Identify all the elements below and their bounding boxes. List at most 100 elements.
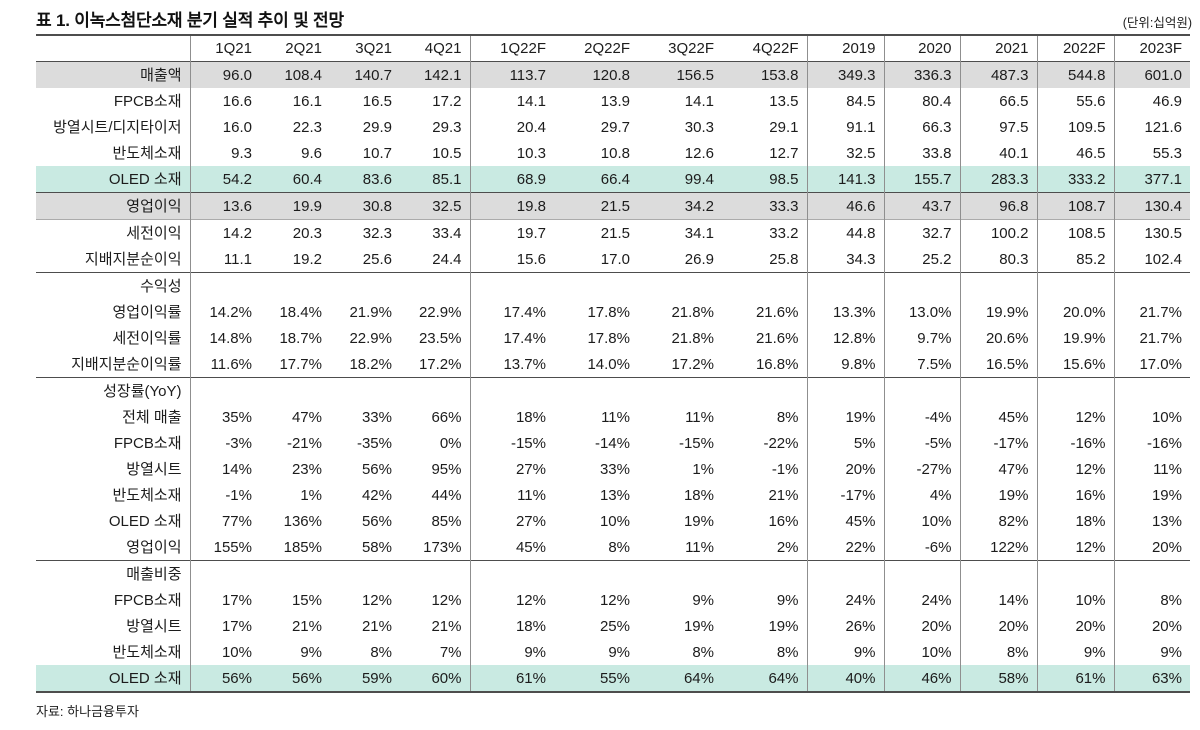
cell: 15.6% — [1037, 351, 1115, 378]
cell: 55.3 — [1152, 144, 1182, 162]
cell: 47% — [960, 456, 1038, 482]
cell: 11.6% — [210, 355, 252, 373]
cell: 21.8% — [671, 303, 714, 321]
cell: 27% — [515, 512, 546, 530]
cell: 19.9% — [960, 299, 1038, 325]
cell: 19% — [683, 512, 714, 530]
cell: 33% — [361, 408, 392, 426]
cell: 85% — [400, 508, 471, 534]
cell: 9% — [722, 587, 808, 613]
cell: 43.7 — [884, 192, 961, 220]
cell: 13% — [599, 486, 630, 504]
header-row: 1Q21 2Q21 3Q21 4Q21 1Q22F 2Q22F 3Q22F 4Q22F 2019… — [36, 35, 1190, 62]
cell: 97.5 — [960, 114, 1038, 140]
cell — [554, 561, 638, 588]
cell: 21.8% — [671, 329, 714, 347]
cell: 0% — [400, 430, 471, 456]
cell: 21.9% — [349, 303, 392, 321]
cell: 56% — [190, 665, 260, 692]
cell: 64% — [722, 665, 808, 692]
row-label: OLED 소재 — [36, 508, 191, 534]
cell: 96.8 — [960, 192, 1038, 220]
cell: 13% — [1151, 512, 1182, 530]
cell: 17.4% — [503, 303, 546, 321]
cell: 140.7 — [330, 61, 400, 88]
cell: 19.7 — [516, 224, 546, 242]
cell: 24% — [807, 587, 885, 613]
cell: 153.8 — [722, 61, 808, 88]
row-label: FPCB소재 — [36, 430, 191, 456]
cell: 45% — [960, 404, 1038, 430]
cell: 66% — [400, 404, 471, 430]
cell: -15% — [510, 434, 546, 452]
cell: 283.3 — [960, 166, 1038, 193]
cell: 99.4 — [638, 166, 722, 193]
cell: 19% — [807, 404, 885, 430]
cell: 11% — [601, 408, 630, 426]
cell: 29.1 — [722, 114, 808, 140]
cell: 68.9 — [470, 166, 554, 193]
cell — [190, 273, 260, 300]
table-row: OLED 소재 56% 56% 59% 60% 61% 55% 64% 64% 40% 46% 58%… — [36, 665, 1190, 692]
cell: 66.3 — [884, 114, 961, 140]
cell: 60% — [400, 665, 471, 692]
cell — [190, 561, 260, 588]
table-row: 방열시트 17% 21% 21% 21% 18% 25% 19% 19% 26% 20% 20% 20%… — [36, 613, 1190, 639]
cell: 12.8% — [807, 325, 885, 351]
row-label: 매출비중 — [36, 560, 191, 587]
titlebar: 표 1. 이녹스첨단소재 분기 실적 추이 및 전망 (단위:십억원) — [36, 6, 1192, 31]
cell: 10.5 — [400, 140, 471, 166]
row-label: 성장률(YoY) — [36, 377, 191, 404]
cell: 10% — [884, 508, 961, 534]
cell: 336.3 — [884, 61, 961, 88]
cell: 16.6 — [222, 92, 252, 110]
cell: 84.5 — [807, 88, 885, 114]
cell: 47% — [291, 408, 322, 426]
table-row: 세전이익 14.2 20.3 32.3 33.4 19.7 21.5 34.1 33.2 44.8… — [36, 219, 1190, 246]
corner-cell — [36, 35, 191, 62]
cell: 21.7% — [1139, 329, 1182, 347]
cell: 21% — [400, 613, 471, 639]
cell: 8% — [960, 639, 1038, 665]
row-label: OLED 소재 — [36, 166, 191, 193]
cell: 96.0 — [190, 61, 260, 88]
cell: 122% — [960, 534, 1038, 561]
col-header: 2021 — [960, 35, 1038, 62]
cell: 18% — [515, 617, 546, 635]
cell: 13.9 — [600, 92, 630, 110]
cell: 11.1 — [223, 250, 252, 268]
cell: 11% — [517, 486, 546, 504]
cell: 17.2% — [671, 355, 714, 373]
cell: 55.6 — [1037, 88, 1115, 114]
cell: 120.8 — [554, 61, 638, 88]
cell — [1114, 561, 1190, 588]
cell: 109.5 — [1037, 114, 1115, 140]
cell: 61% — [1037, 665, 1115, 692]
cell: 185% — [283, 538, 322, 556]
cell: 17.0 — [600, 250, 630, 268]
cell: 12% — [1037, 534, 1115, 561]
cell — [960, 272, 1038, 299]
col-header: 3Q21 — [355, 40, 392, 57]
cell: 20% — [884, 613, 961, 639]
cell: 18% — [683, 486, 714, 504]
cell: -27% — [884, 456, 961, 482]
table-row: OLED 소재 54.2 60.4 83.6 85.1 68.9 66.4 99.4 98.5 1… — [36, 166, 1190, 193]
cell: 14% — [960, 587, 1038, 613]
cell: 13.3% — [807, 299, 885, 325]
cell: 22.3 — [292, 118, 322, 136]
cell: 32.3 — [362, 224, 392, 242]
cell: 12% — [400, 587, 471, 613]
row-label: 세전이익률 — [36, 325, 191, 351]
cell — [470, 378, 554, 405]
cell: -6% — [884, 534, 961, 561]
cell — [807, 560, 885, 587]
cell — [638, 561, 722, 588]
cell: 20% — [1151, 617, 1182, 635]
cell: 108.7 — [1037, 192, 1115, 220]
row-label: FPCB소재 — [36, 587, 191, 613]
cell: 19.8 — [470, 192, 554, 220]
source-note: 자료: 하나금융투자 — [36, 704, 139, 719]
cell: 21% — [291, 617, 322, 635]
cell: 64% — [638, 665, 722, 692]
